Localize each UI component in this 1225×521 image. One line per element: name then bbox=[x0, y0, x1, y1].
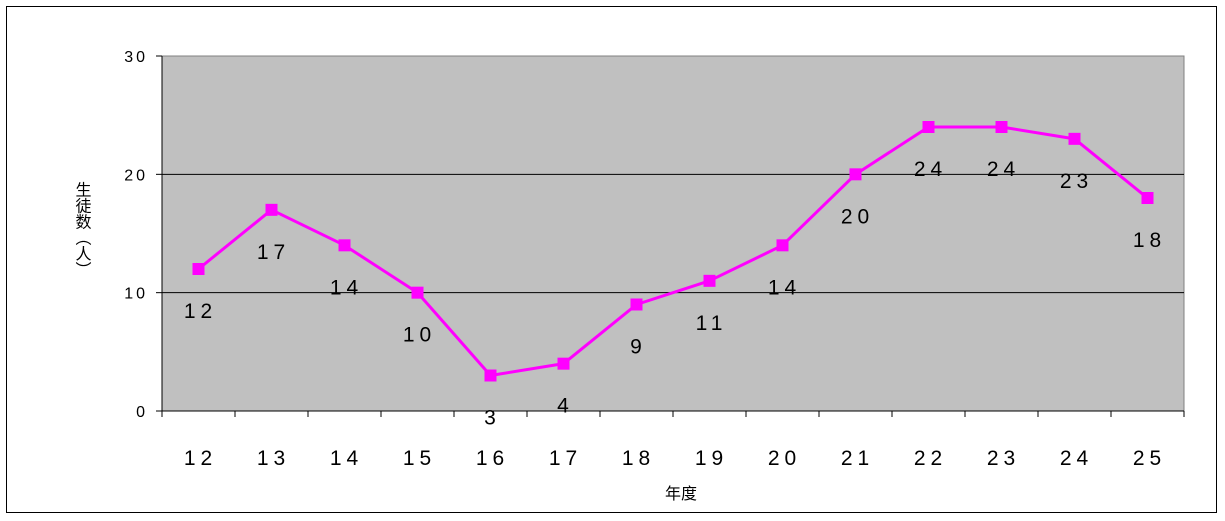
data-label: 20 bbox=[841, 205, 874, 228]
x-tick-label: 20 bbox=[768, 447, 801, 470]
data-point-marker bbox=[557, 357, 570, 370]
y-axis-title: 生徒数（人） bbox=[73, 182, 92, 278]
data-label: 3 bbox=[484, 407, 501, 430]
data-labels: 12 17 14 10 3 4 9 11 14 20 24 24 23 18 bbox=[184, 158, 1166, 430]
x-tick-label: 21 bbox=[841, 447, 874, 470]
x-tick-label: 19 bbox=[695, 447, 728, 470]
x-axis-title: 年度 bbox=[665, 484, 697, 503]
data-label: 17 bbox=[257, 241, 290, 264]
x-tick-label: 24 bbox=[1060, 447, 1093, 470]
y-tick-label: 0 bbox=[136, 404, 148, 421]
y-tick-labels: 0 10 20 30 bbox=[124, 49, 148, 421]
x-tick-label: 15 bbox=[403, 447, 436, 470]
y-tick-label: 30 bbox=[124, 49, 148, 66]
data-point-marker bbox=[849, 168, 862, 181]
data-point-marker bbox=[265, 203, 278, 216]
data-label: 23 bbox=[1060, 170, 1093, 193]
data-label: 24 bbox=[914, 158, 947, 181]
data-label: 12 bbox=[184, 300, 217, 323]
data-label: 14 bbox=[768, 276, 801, 299]
data-label: 10 bbox=[403, 324, 436, 347]
plot-area bbox=[161, 55, 1185, 412]
x-tick-label: 18 bbox=[622, 447, 655, 470]
x-tick-labels: 12 13 14 15 16 17 18 19 20 21 22 23 24 25 bbox=[184, 447, 1166, 470]
data-point-marker bbox=[338, 239, 351, 252]
x-tick-label: 25 bbox=[1133, 447, 1166, 470]
data-point-marker bbox=[411, 286, 424, 299]
x-tick-label: 23 bbox=[987, 447, 1020, 470]
data-point-marker bbox=[1068, 132, 1081, 145]
data-label: 9 bbox=[630, 336, 647, 359]
x-tick-label: 16 bbox=[476, 447, 509, 470]
series-group bbox=[192, 121, 1154, 382]
data-label: 11 bbox=[696, 312, 728, 335]
x-tick-label: 22 bbox=[914, 447, 947, 470]
x-tick-label: 14 bbox=[330, 447, 363, 470]
data-label: 18 bbox=[1133, 229, 1166, 252]
data-label: 4 bbox=[557, 395, 574, 418]
y-tick-label: 20 bbox=[124, 167, 148, 184]
data-point-marker bbox=[703, 274, 716, 287]
data-point-marker bbox=[995, 121, 1008, 133]
axes bbox=[156, 55, 1185, 417]
y-tick-label: 10 bbox=[124, 286, 148, 303]
x-tick-label: 12 bbox=[184, 447, 217, 470]
data-point-marker bbox=[192, 263, 205, 275]
data-point-marker bbox=[484, 369, 497, 382]
data-point-marker bbox=[922, 121, 935, 133]
x-tick-label: 13 bbox=[257, 447, 290, 470]
data-label: 14 bbox=[330, 276, 363, 299]
data-point-marker bbox=[1141, 192, 1154, 204]
data-point-marker bbox=[630, 298, 643, 311]
data-label: 24 bbox=[987, 158, 1020, 181]
x-tick-label: 17 bbox=[549, 447, 582, 470]
data-point-marker bbox=[776, 239, 789, 252]
series-line bbox=[197, 125, 1149, 377]
